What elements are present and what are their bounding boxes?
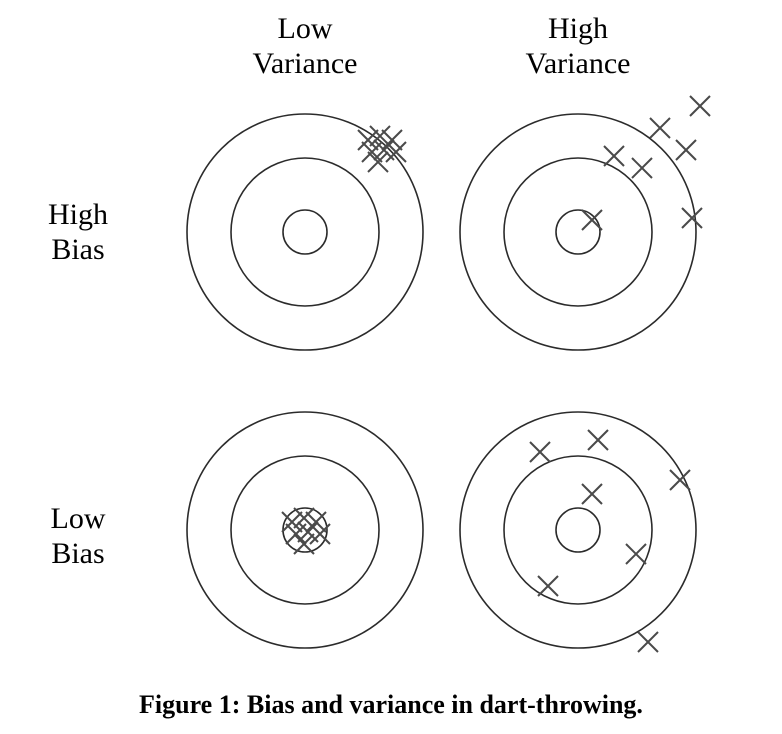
target-ring	[504, 158, 652, 306]
dart-mark	[676, 140, 696, 160]
panel-low-bias-low-variance	[187, 412, 423, 648]
dart-mark	[530, 442, 550, 462]
dart-mark	[638, 632, 658, 652]
target-ring	[556, 210, 600, 254]
col-header-line1: Low	[205, 12, 405, 47]
panel-high-bias-low-variance	[187, 114, 423, 350]
dart-mark	[670, 470, 690, 490]
dart-mark	[582, 484, 602, 504]
col-header-line2: Variance	[205, 47, 405, 82]
col-header-line1: High	[478, 12, 678, 47]
dart-mark	[682, 208, 702, 228]
target-ring	[460, 412, 696, 648]
row-header-line1: Low	[8, 502, 148, 537]
dart-mark	[538, 576, 558, 596]
target-ring	[504, 456, 652, 604]
row-header-0: HighBias	[8, 198, 148, 267]
row-header-line2: Bias	[8, 233, 148, 268]
target-ring	[556, 508, 600, 552]
target-ring	[231, 158, 379, 306]
dart-mark	[626, 544, 646, 564]
dart-mark	[588, 430, 608, 450]
row-header-line2: Bias	[8, 537, 148, 572]
panel-high-bias-high-variance	[460, 96, 710, 350]
dart-mark	[582, 210, 602, 230]
row-header-line1: High	[8, 198, 148, 233]
target-ring	[187, 114, 423, 350]
bias-variance-diagram	[0, 0, 782, 734]
col-header-1: HighVariance	[478, 12, 678, 81]
row-header-1: LowBias	[8, 502, 148, 571]
col-header-0: LowVariance	[205, 12, 405, 81]
dart-mark	[690, 96, 710, 116]
dart-mark	[632, 158, 652, 178]
col-header-line2: Variance	[478, 47, 678, 82]
target-ring	[460, 114, 696, 350]
dart-mark	[604, 146, 624, 166]
target-ring	[283, 210, 327, 254]
dart-mark	[650, 118, 670, 138]
panel-low-bias-high-variance	[460, 412, 696, 652]
